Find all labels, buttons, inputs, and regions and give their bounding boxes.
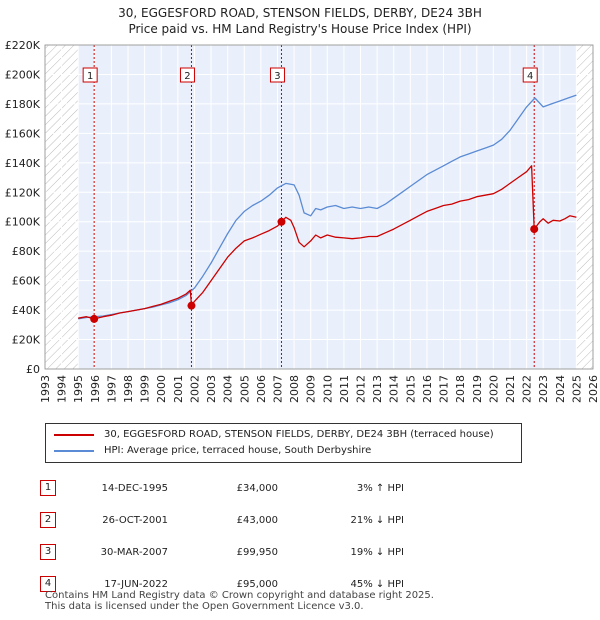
x-tick-label: 1993 [39,375,52,403]
sale-date: 26-OCT-2001 [102,514,168,526]
sale-badge: 2 [40,512,56,528]
table-row: 3 30-MAR-2007 £99,950 19% ↓ HPI [40,536,404,568]
sale-badge-box [522,67,538,83]
sale-price: £34,000 [236,482,278,494]
table-row: 1 14-DEC-1995 £34,000 3% ↑ HPI [40,472,404,504]
y-tick-label: £40K [12,304,41,317]
x-tick-label: 2024 [554,375,567,403]
x-tick-label: 1996 [89,375,102,403]
x-tick-label: 1998 [122,375,135,403]
x-tick-label: 1999 [139,375,152,403]
y-tick-label: £200K [5,68,41,81]
legend-label-property: 30, EGGESFORD ROAD, STENSON FIELDS, DERB… [104,429,494,440]
x-tick-label: 2020 [487,375,500,403]
chart-legend: 30, EGGESFORD ROAD, STENSON FIELDS, DERB… [45,423,522,463]
sale-badge-box [269,67,285,83]
y-tick-label: £160K [5,127,41,140]
series-line-hpi [78,94,577,320]
chart-subtitle: Price paid vs. HM Land Registry's House … [128,22,472,36]
sale-price: £95,000 [236,578,278,590]
footer-licence: This data is licensed under the Open Gov… [45,601,364,612]
sale-hpi-diff: 45% ↓ HPI [350,578,404,590]
x-tick-label: 2016 [421,375,434,403]
transactions-table: 1 14-DEC-1995 £34,000 3% ↑ HPI 2 26-OCT-… [40,472,404,600]
x-tick-label: 2026 [587,375,600,403]
sale-point [277,217,286,226]
y-tick-label: £140K [5,157,41,170]
table-row: 4 17-JUN-2022 £95,000 45% ↓ HPI [40,568,404,600]
x-tick-label: 2014 [388,375,401,403]
x-tick-label: 2003 [205,375,218,403]
price-chart: 1 2 3 4 £0 £20K £40K £60K £80K £100K £120K £140K £1… [5,39,600,403]
x-tick-label: 2025 [570,375,583,403]
sale-badge-box [179,67,195,83]
x-tick-label: 2004 [222,375,235,403]
sale-price: £99,950 [236,546,278,558]
legend-swatch-hpi [54,449,94,452]
plot-frame [44,44,594,370]
x-tick-label: 2007 [271,375,284,403]
sale-point [530,225,539,234]
x-tick-label: 2012 [355,375,368,403]
x-tick-label: 2005 [238,375,251,403]
x-tick-label: 2002 [188,375,201,403]
sale-hpi-diff: 3% ↑ HPI [356,482,404,494]
x-tick-label: 1997 [105,375,118,403]
legend-item-hpi: HPI: Average price, terraced house, Sout… [54,445,371,456]
sale-hpi-diff: 21% ↓ HPI [350,514,404,526]
sale-badge-label: 3 [274,71,280,82]
x-tick-label: 1995 [72,375,85,403]
y-tick-label: £180K [5,98,41,111]
chart-title: 30, EGGESFORD ROAD, STENSON FIELDS, DERB… [118,6,482,20]
y-tick-label: £0 [26,363,40,376]
x-tick-label: 2001 [172,375,185,403]
legend-label-hpi: HPI: Average price, terraced house, Sout… [104,445,372,456]
legend-item-property: 30, EGGESFORD ROAD, STENSON FIELDS, DERB… [54,429,494,440]
table-row: 2 26-OCT-2001 £43,000 21% ↓ HPI [40,504,404,536]
sale-hpi-diff: 19% ↓ HPI [350,546,404,558]
sale-point [187,301,196,310]
x-tick-label: 2019 [471,375,484,403]
x-tick-label: 2013 [371,375,384,403]
hatched-region [576,45,593,369]
sale-badge: 4 [40,576,56,592]
y-tick-label: £120K [5,186,41,199]
x-tick-label: 2011 [338,375,351,403]
y-tick-label: £220K [5,39,41,52]
sale-point [90,314,99,323]
x-tick-label: 2009 [305,375,318,403]
sale-price: £43,000 [236,514,278,526]
sale-date: 14-DEC-1995 [101,482,168,494]
plot-area [45,45,593,369]
x-tick-label: 2006 [255,375,268,403]
x-tick-label: 2008 [288,375,301,403]
x-tick-label: 2021 [504,375,517,403]
footer-copyright: Contains HM Land Registry data © Crown c… [45,590,434,601]
x-tick-label: 1994 [56,375,69,403]
sale-badge-label: 4 [527,71,533,82]
x-tick-label: 2015 [404,375,417,403]
x-tick-label: 2000 [155,375,168,403]
y-tick-label: £100K [5,216,41,229]
sale-date: 17-JUN-2022 [104,578,168,590]
sale-badge-box [82,67,98,83]
y-tick-label: £80K [12,245,41,258]
sale-date: 30-MAR-2007 [100,546,168,558]
x-tick-label: 2023 [537,375,550,403]
sale-badge-label: 1 [87,71,93,82]
y-tick-label: £60K [12,275,41,288]
y-tick-label: £20K [12,334,41,347]
sale-badge: 1 [40,480,56,496]
x-tick-label: 2010 [321,375,334,403]
footer-attribution: Contains HM Land Registry data © Crown c… [45,590,434,612]
sale-badge: 3 [40,544,56,560]
x-tick-label: 2018 [454,375,467,403]
sale-badge-label: 2 [184,71,190,82]
legend-swatch-property [54,433,94,436]
series-line-property [78,165,577,320]
x-tick-label: 2022 [521,375,534,403]
x-tick-label: 2017 [438,375,451,403]
